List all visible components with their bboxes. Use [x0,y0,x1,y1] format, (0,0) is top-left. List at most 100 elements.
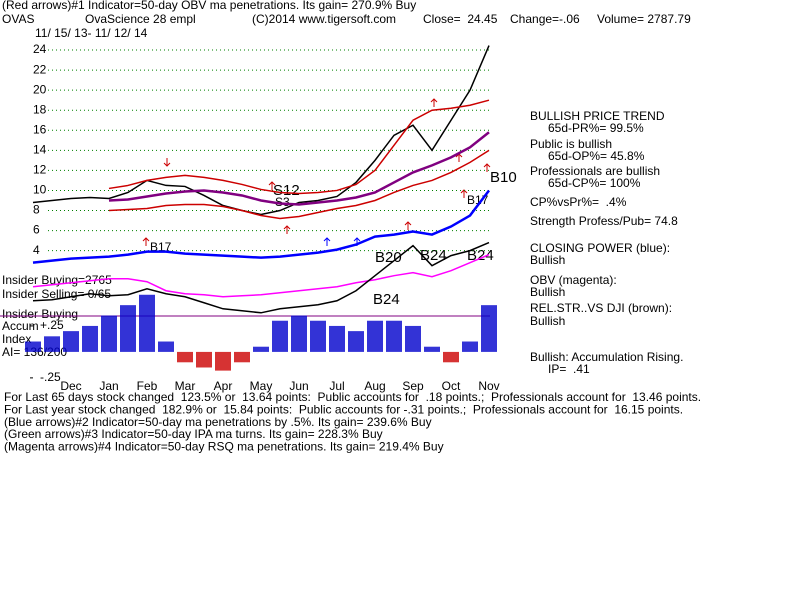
series-line [32,241,490,314]
status-line: Strength Profess/Pub= 74.8 [530,214,678,228]
annotation: B24 [467,247,494,264]
accum-bar [443,351,459,363]
annotation: B24 [420,247,447,264]
y-tick-label: 16 [33,122,47,136]
accum-bar [481,305,497,352]
panel-label: Index [2,332,31,346]
annotation: B10 [490,169,517,186]
footer-line: (Blue arrows)#2 Indicator=50-day ma pene… [4,415,432,429]
accum-bar [405,325,421,352]
y-tick-label: 12 [33,163,47,177]
accum-bar [462,341,478,352]
panel-label: Accum [2,319,39,333]
panel-label: Insider Buying [2,307,78,321]
volume: Volume= 2787.79 [597,12,691,26]
source: (C)2014 www.tigersoft.com [252,12,396,26]
y-tick-label: 22 [33,62,47,76]
accum-bar [25,341,41,352]
x-tick-label: Sep [402,379,424,393]
annotation: S3 [275,195,290,209]
accum-bar [424,346,440,352]
footer-line: (Green arrows)#3 Indicator=50-day IPA ma… [4,427,383,441]
panel-label: Insider Buying=2765 [2,273,112,287]
x-tick-label: Jul [329,379,344,393]
x-tick-label: Apr [214,379,233,393]
status-line: 65d-OP%= 45.8% [548,149,645,163]
accum-bar [253,346,269,352]
y-tick-label: 6 [33,223,40,237]
footer-line: For Last year stock changed 182.9% or 15… [4,402,683,416]
accum-bar [44,336,60,352]
accum-bar [101,315,117,352]
change: Change=-.06 [510,12,580,26]
x-tick-label: Jan [99,379,118,393]
company: OvaScience 28 empl [85,12,196,26]
x-tick-label: Feb [137,379,158,393]
x-tick-label: Jun [289,379,308,393]
x-tick-label: Nov [478,379,499,393]
annotation: B24 [373,291,400,308]
y2-tick-label: +.25 [40,318,64,332]
status-line: REL.STR..VS DJI (brown): [530,301,672,315]
accum-bar [291,315,307,352]
series-line [32,253,490,298]
status-line: Professionals are bullish [530,164,660,178]
status-line: OBV (magenta): [530,273,617,287]
status-line: Bullish [530,253,565,267]
annotation: B20 [375,249,402,266]
series-line [108,131,490,206]
status-line: Bullish [530,285,565,299]
x-tick-label: Aug [364,379,385,393]
accum-bar [386,320,402,352]
accum-bar [177,351,193,363]
close: Close= 24.45 [423,12,498,26]
symbol: OVAS [2,12,34,26]
header-line: (Red arrows)#1 Indicator=50-day OBV ma p… [2,0,416,12]
x-tick-label: Oct [442,379,461,393]
series-line [108,99,490,195]
y-tick-label: 10 [33,183,47,197]
accum-bar [329,325,345,352]
annotation: S12 [273,182,300,199]
accum-bar [139,294,155,352]
y-tick-label: 14 [33,143,47,157]
y-tick-label: 20 [33,82,47,96]
accum-bar [367,320,383,352]
accum-bar [348,331,364,352]
x-tick-label: Dec [60,379,81,393]
accum-bar [196,351,212,368]
status-line: 65d-CP%= 100% [548,176,641,190]
x-tick-label: Mar [175,379,196,393]
x-tick-label: May [250,379,273,393]
footer-line: (Magenta arrows)#4 Indicator=50-day RSQ … [4,439,444,453]
accum-bar [63,331,79,352]
status-line: 65d-PR%= 99.5% [548,121,644,135]
accum-bar [310,320,326,352]
panel-label: Insider Selling= 0/65 [2,287,111,301]
y-tick-label: 8 [33,203,40,217]
status-line: CLOSING POWER (blue): [530,241,670,255]
accum-bar [158,341,174,352]
accum-bar [82,325,98,352]
status-line: Bullish [530,314,565,328]
status-line: BULLISH PRICE TREND [530,109,665,123]
series-line [32,45,490,216]
status-line: CP%vsPr%= .4% [530,195,627,209]
series-line [108,149,490,220]
dates: 11/ 15/ 13- 11/ 12/ 14 [35,26,148,40]
series-line [32,189,490,264]
status-line: IP= .41 [548,362,590,376]
accum-bar [234,351,250,363]
y-tick-label: 24 [33,42,47,56]
status-line: Public is bullish [530,137,612,151]
y-tick-label: 18 [33,102,47,116]
footer-line: For Last 65 days stock changed 123.5% or… [4,390,701,404]
y2-tick-label: -.25 [40,370,61,384]
accum-bar [120,305,136,352]
status-line: Bullish: Accumulation Rising. [530,350,683,364]
accum-bar [215,351,231,371]
arrows [142,98,491,246]
accum-bar [272,320,288,352]
